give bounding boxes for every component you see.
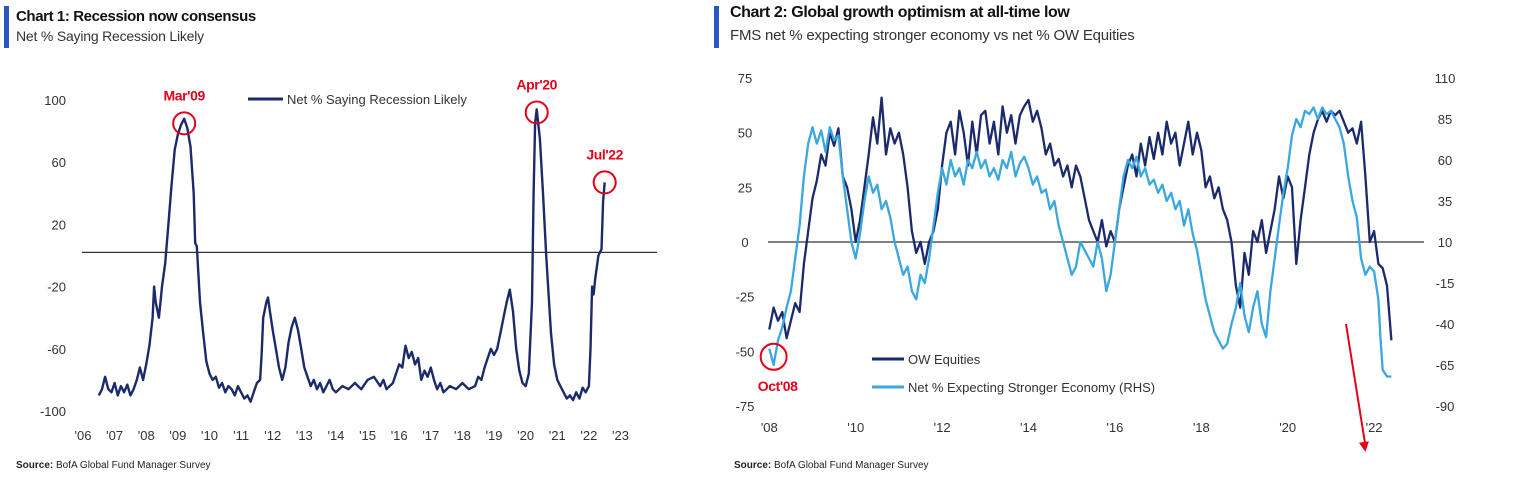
annotation-circle (759, 342, 788, 371)
y-tick-label: 50 (738, 126, 752, 141)
x-tick-label: '22 (580, 428, 597, 443)
y-right-tick-label: 85 (1438, 112, 1452, 127)
growth-optimism-chart: 75 50 25 0 -25 -50 -75 110 85 60 35 10 -15 -40 -65 -90 '… (736, 71, 1456, 452)
y-tick-label: 75 (738, 71, 752, 86)
arrow-shaft (1345, 323, 1367, 447)
legend-label: Net % Expecting Stronger Economy (RHS) (908, 380, 1155, 395)
annotation-label: Jul'22 (586, 146, 623, 162)
x-tick-label: '06 (75, 428, 92, 443)
x-tick-label: '10 (847, 420, 864, 435)
y-right-tick-label: -90 (1436, 399, 1455, 414)
x-tick-label: '10 (201, 428, 218, 443)
x-tick-label: '12 (264, 428, 281, 443)
y-right-tick-label: -65 (1436, 358, 1455, 373)
x-tick-label: '21 (549, 428, 566, 443)
title-accent-bar (714, 6, 719, 48)
y-tick-label: 20 (52, 217, 66, 232)
x-tick-label: '14 (327, 428, 344, 443)
x-tick-label: '09 (169, 428, 186, 443)
x-tick-label: '08 (138, 428, 155, 443)
series-line (768, 96, 1393, 341)
source-label: Source: (734, 460, 772, 471)
y-tick-label: -50 (736, 344, 755, 359)
x-tick-label: '22 (1366, 420, 1383, 435)
annotation-label: Oct'08 (758, 378, 798, 394)
x-tick-label: '18 (454, 428, 471, 443)
source-label: Source: (16, 460, 54, 471)
y-tick-label: -100 (40, 404, 66, 419)
y-tick-label: 0 (741, 235, 748, 250)
x-tick-label: '14 (1020, 420, 1037, 435)
title-accent-bar (4, 6, 9, 48)
y-right-tick-label: 60 (1438, 153, 1452, 168)
legend-label: OW Equities (908, 352, 981, 367)
x-tick-label: '11 (233, 428, 249, 443)
chart-panel-2: Chart 2: Global growth optimism at all-t… (712, 0, 1519, 480)
x-tick-label: '17 (422, 428, 439, 443)
annotation-label: Mar'09 (163, 87, 205, 103)
y-right-tick-label: 110 (1435, 71, 1456, 86)
annotation-circle (172, 111, 197, 136)
y-tick-label: -60 (47, 342, 66, 357)
x-tick-label: '20 (1279, 420, 1296, 435)
x-tick-label: '13 (296, 428, 313, 443)
arrow-head (1359, 441, 1369, 452)
source-note: Source: BofA Global Fund Manager Survey (16, 460, 211, 471)
x-tick-label: '08 (761, 420, 778, 435)
y-right-tick-label: -15 (1436, 276, 1455, 291)
chart-panel-1: Chart 1: Recession now consensus Net % S… (0, 0, 700, 480)
y-tick-label: -75 (736, 399, 755, 414)
source-note: Source: BofA Global Fund Manager Survey (734, 460, 929, 471)
chart-title: Chart 1: Recession now consensus (16, 8, 256, 25)
source-text: BofA Global Fund Manager Survey (56, 460, 211, 471)
x-tick-label: '16 (1106, 420, 1123, 435)
legend-label: Net % Saying Recession Likely (287, 92, 467, 107)
y-tick-label: 60 (52, 155, 66, 170)
source-text: BofA Global Fund Manager Survey (774, 460, 929, 471)
y-tick-label: 100 (44, 93, 66, 108)
y-right-tick-label: -40 (1436, 317, 1455, 332)
y-right-tick-label: 35 (1438, 194, 1452, 209)
annotation-label: Apr'20 (516, 76, 557, 92)
x-tick-label: '20 (517, 428, 534, 443)
y-right-tick-label: 10 (1438, 235, 1452, 250)
x-tick-label: '07 (106, 428, 123, 443)
series-line (768, 106, 1392, 378)
chart-subtitle: FMS net % expecting stronger economy vs … (730, 27, 1135, 44)
y-tick-label: -25 (736, 290, 755, 305)
chart-title: Chart 2: Global growth optimism at all-t… (730, 4, 1070, 21)
x-tick-label: '19 (486, 428, 503, 443)
chart-subtitle: Net % Saying Recession Likely (16, 28, 204, 44)
series-line (97, 108, 606, 403)
recession-chart: 100 60 20 -20 -60 -100 '06 '07 '08 '09 '10 '11 '12 '1… (40, 76, 657, 443)
y-tick-label: -20 (47, 280, 66, 295)
x-tick-label: '15 (359, 428, 376, 443)
x-tick-label: '16 (391, 428, 408, 443)
y-tick-label: 25 (738, 180, 752, 195)
annotation-circle (524, 100, 549, 125)
x-tick-label: '18 (1193, 420, 1210, 435)
annotation-circle (592, 170, 617, 195)
x-tick-label: '12 (934, 420, 951, 435)
x-tick-label: '23 (612, 428, 629, 443)
